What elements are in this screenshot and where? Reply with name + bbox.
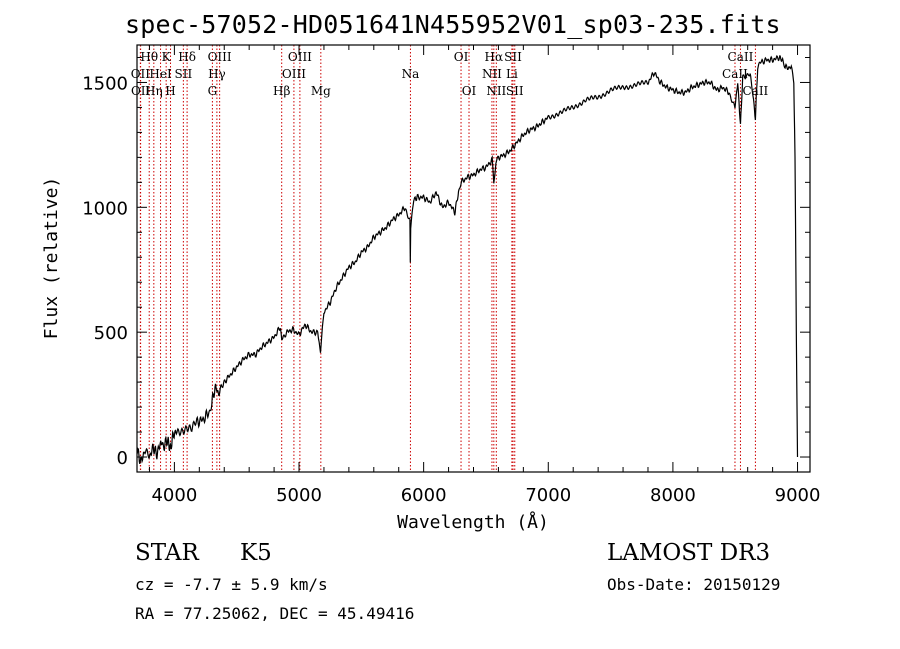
marker-label-22: Li	[506, 67, 518, 81]
marker-label-23: SII	[504, 50, 522, 64]
marker-label-12: Hβ	[273, 84, 290, 98]
x-tick-label: 9000	[775, 485, 821, 506]
marker-label-6: H	[165, 84, 175, 98]
marker-label-16: Na	[402, 67, 420, 81]
obs-date: Obs-Date: 20150129	[607, 575, 781, 594]
redshift-text: cz = -7.7 ± 5.9 km/s	[135, 575, 328, 594]
marker-label-15: Mg	[311, 84, 331, 98]
marker-label-25: CaII	[722, 67, 748, 81]
x-tick-label: 7000	[525, 485, 571, 506]
survey-name: LAMOST DR3	[607, 540, 771, 566]
spectrum-line	[136, 54, 799, 465]
coordinates: RA = 77.25062, DEC = 45.49416	[135, 604, 415, 623]
marker-label-13: OIII	[282, 67, 306, 81]
marker-label-26: CaII	[728, 50, 754, 64]
x-tick-label: 6000	[401, 485, 447, 506]
marker-label-0: Hθ	[140, 50, 158, 64]
object-type: STAR	[135, 540, 199, 566]
marker-label-18: OI	[462, 84, 477, 98]
marker-label-8: Hδ	[178, 50, 196, 64]
marker-label-21: NII	[486, 84, 506, 98]
marker-label-3: Hη	[145, 84, 163, 98]
x-tick-label: 4000	[151, 485, 197, 506]
x-tick-label: 8000	[650, 485, 696, 506]
y-tick-label: 500	[94, 323, 128, 344]
marker-labels: HθOIIOIIHηHeIKHSIIHδGHγOIIIHβOIIIOIIIMgN…	[131, 50, 769, 98]
subclass: K5	[240, 540, 272, 566]
x-axis-label: Wavelength (Å)	[397, 511, 549, 533]
y-tick-label: 1500	[82, 73, 128, 94]
marker-label-5: K	[162, 50, 172, 64]
marker-label-17: OI	[454, 50, 469, 64]
marker-label-20: Hα	[485, 50, 504, 64]
x-tick-label: 5000	[276, 485, 322, 506]
y-axis-label: Flux (relative)	[41, 177, 62, 340]
marker-label-10: Hγ	[208, 67, 226, 81]
marker-label-19: NII	[482, 67, 502, 81]
chart-title: spec-57052-HD051641N455952V01_sp03-235.f…	[125, 10, 781, 39]
marker-label-4: HeI	[149, 67, 172, 81]
axis-ticks: 4000 5000 6000 7000 8000 9000 0 500 1000 1500	[82, 45, 820, 506]
marker-label-14: OIII	[288, 50, 312, 64]
y-tick-label: 0	[117, 448, 128, 469]
marker-label-11: OIII	[208, 50, 232, 64]
spectral-line-markers	[139, 45, 756, 472]
marker-label-24: SII	[506, 84, 524, 98]
marker-label-1: OII	[131, 67, 151, 81]
y-tick-label: 1000	[82, 198, 128, 219]
marker-label-2: OII	[131, 84, 151, 98]
marker-label-7: SII	[175, 67, 193, 81]
plot-frame	[136, 44, 811, 473]
marker-label-27: CaII	[742, 84, 768, 98]
marker-label-9: G	[208, 84, 218, 98]
